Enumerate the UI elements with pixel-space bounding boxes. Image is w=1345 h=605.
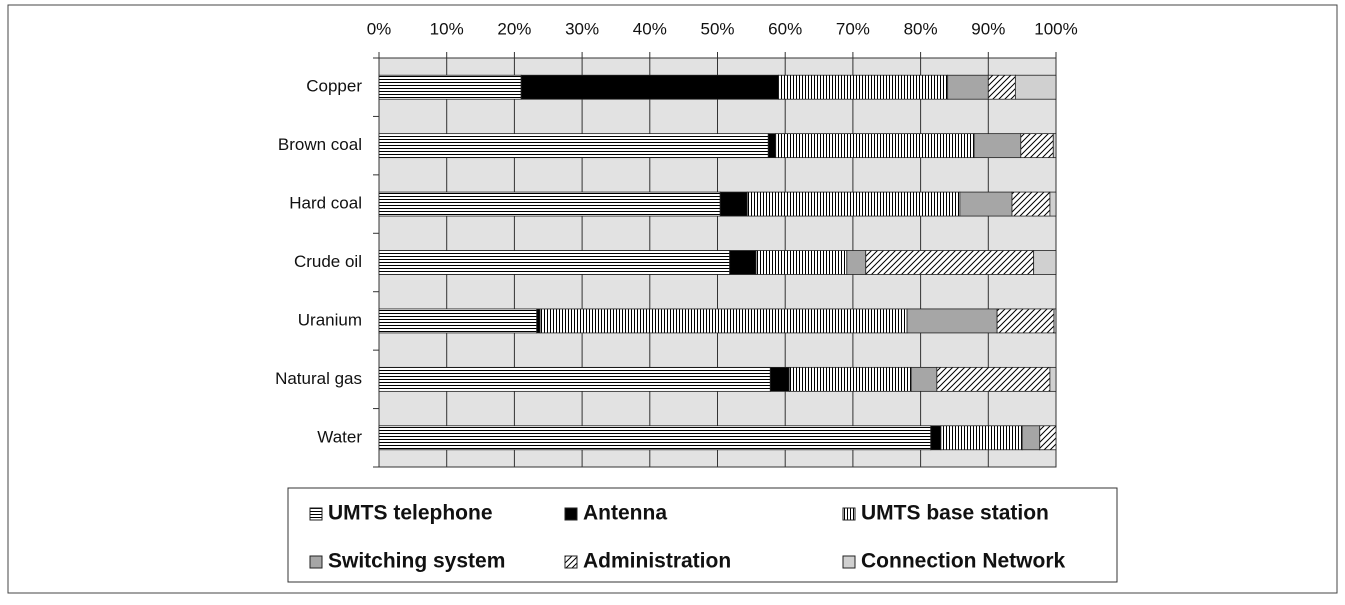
- bar-segment: [947, 74, 989, 100]
- legend-swatch: [564, 507, 578, 521]
- y-tick-label: Crude oil: [294, 252, 362, 271]
- bar-segment: [940, 425, 1023, 451]
- bar-segment: [520, 74, 779, 100]
- y-tick-label: Hard coal: [289, 194, 362, 213]
- x-tick-label: 40%: [633, 19, 667, 38]
- legend-swatch: [309, 507, 323, 521]
- bar-segment: [539, 308, 908, 334]
- legend-swatch: [564, 555, 578, 569]
- bar-segment: [775, 133, 975, 159]
- legend-swatch: [842, 555, 856, 569]
- bar-segment: [1011, 191, 1051, 217]
- x-tick-label: 20%: [497, 19, 531, 38]
- bar-segment: [936, 366, 1051, 392]
- bar-segment: [1039, 425, 1057, 451]
- bar-segment: [1053, 308, 1057, 334]
- y-tick-label: Copper: [306, 77, 362, 96]
- bar-segment: [378, 425, 932, 451]
- x-tick-label: 80%: [904, 19, 938, 38]
- bar-segment: [378, 308, 538, 334]
- bar-segment: [729, 250, 757, 275]
- bar-segment: [1049, 366, 1057, 392]
- bar-segment: [973, 133, 1022, 159]
- bar-segment: [910, 366, 938, 392]
- bar-segment: [987, 74, 1016, 100]
- bar-segment: [996, 308, 1055, 334]
- y-tick-label: Water: [317, 427, 362, 446]
- x-tick-label: 60%: [768, 19, 802, 38]
- x-tick-label: 30%: [565, 19, 599, 38]
- x-tick-label: 10%: [430, 19, 464, 38]
- bar-segment: [378, 74, 522, 100]
- bar-segment: [755, 250, 848, 275]
- x-tick-label: 100%: [1034, 19, 1077, 38]
- bar-segment: [378, 250, 731, 275]
- y-tick-label: Uranium: [298, 310, 362, 329]
- bar-segment: [1052, 133, 1057, 159]
- y-tick-label: Natural gas: [275, 369, 362, 388]
- bar-segment: [778, 74, 949, 100]
- x-tick-label: 50%: [700, 19, 734, 38]
- bar-segment: [1049, 191, 1057, 217]
- bar-segment: [930, 425, 942, 451]
- bar-segment: [746, 191, 961, 217]
- x-tick-label: 70%: [836, 19, 870, 38]
- bar-segment: [846, 250, 867, 275]
- legend-swatch: [309, 555, 323, 569]
- legend-label: Administration: [583, 550, 731, 573]
- y-tick-label: Brown coal: [278, 135, 362, 154]
- bar-segment: [378, 133, 769, 159]
- legend-label: Antenna: [583, 502, 667, 525]
- legend-label: Connection Network: [861, 550, 1065, 573]
- bar-segment: [767, 133, 777, 159]
- bar-segment: [769, 366, 790, 392]
- bar-segment: [1014, 74, 1057, 100]
- legend-swatch: [842, 507, 856, 521]
- bar-segment: [536, 308, 541, 334]
- legend-label: UMTS telephone: [328, 502, 493, 525]
- bar-segment: [719, 191, 748, 217]
- legend-label: Switching system: [328, 550, 505, 573]
- bar-segment: [906, 308, 998, 334]
- bar-segment: [1033, 250, 1057, 275]
- bar-segment: [1020, 133, 1054, 159]
- bar-segment: [1021, 425, 1041, 451]
- x-tick-label: 0%: [367, 19, 392, 38]
- bar-segment: [378, 366, 771, 392]
- legend: [287, 487, 1118, 583]
- bar-segment: [378, 191, 721, 217]
- bar-segment: [865, 250, 1035, 275]
- legend-label: UMTS base station: [861, 502, 1049, 525]
- bar-segment: [788, 366, 912, 392]
- x-tick-label: 90%: [971, 19, 1005, 38]
- bar-segment: [959, 191, 1013, 217]
